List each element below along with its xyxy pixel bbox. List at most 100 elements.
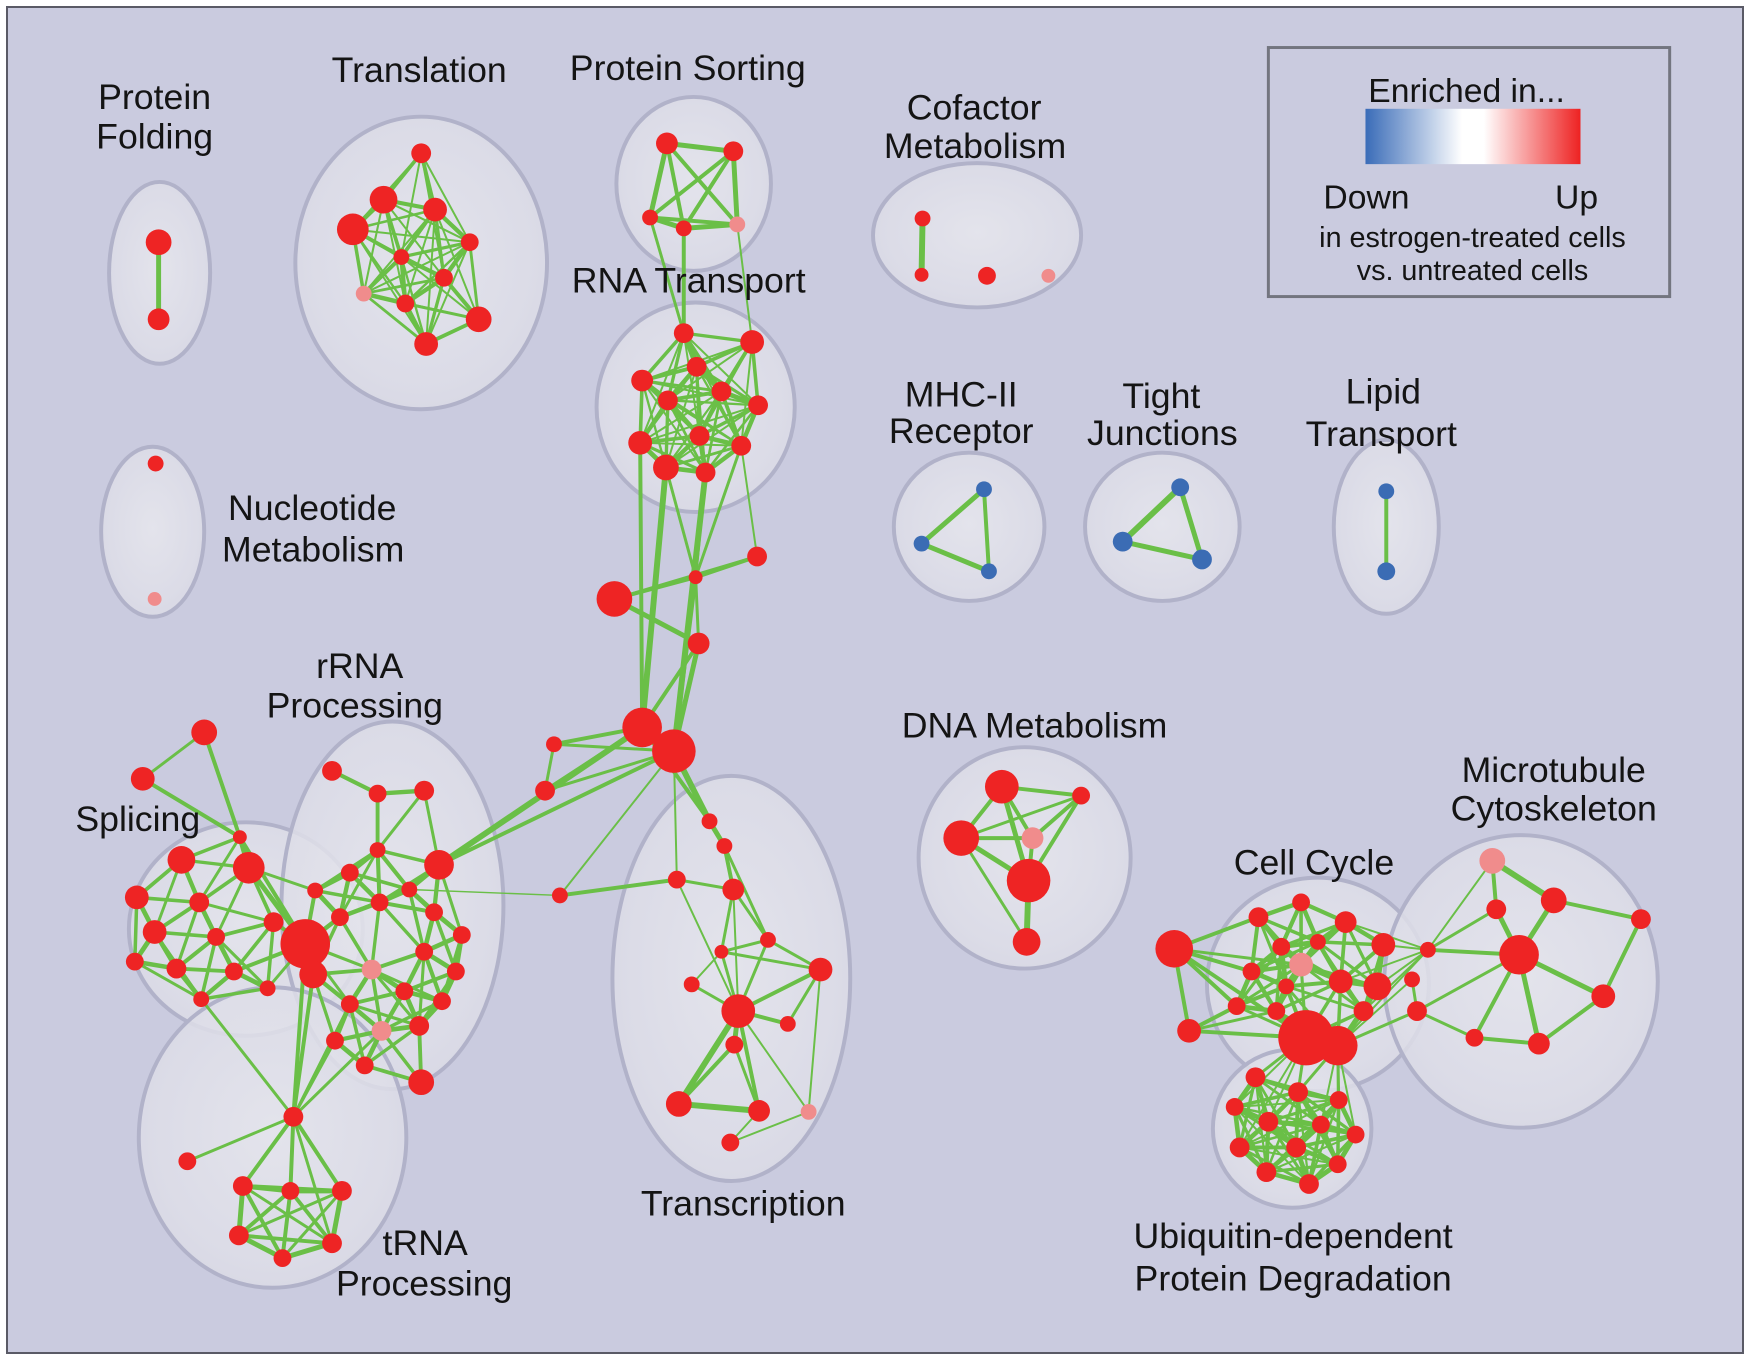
edge-rt8-h0 [638, 440, 645, 730]
edge-r10-r14 [369, 900, 382, 972]
edge-sp10-r23 [199, 997, 295, 1119]
edge-sp6-sp8 [232, 920, 276, 974]
node-u8 [1346, 1125, 1365, 1144]
node-tn0 [232, 1176, 253, 1196]
legend-box [1266, 46, 1672, 299]
node-t10 [414, 332, 439, 356]
edge-tn1-tn3 [236, 1188, 293, 1238]
node-s0 [191, 719, 218, 746]
edge-tn0-tn5 [240, 1184, 285, 1261]
mhc-ii-receptor-label-0: MHC-II [905, 374, 1018, 414]
edge-u2-u3 [1233, 1099, 1340, 1108]
edge-ps2-rt0 [648, 216, 686, 335]
node-j3 [687, 632, 710, 655]
edge-t4-t5 [399, 240, 472, 259]
node-tn2 [332, 1181, 352, 1201]
node-d4 [1006, 858, 1051, 903]
node-m6 [1465, 1028, 1484, 1047]
node-t9 [465, 306, 492, 333]
node-ps1 [723, 141, 744, 162]
mhc-ii-receptor-ellipse [891, 450, 1047, 603]
edge-ps3-ps4 [681, 221, 740, 231]
node-r10 [370, 893, 389, 912]
node-lb1 [1377, 562, 1396, 581]
edge-ps0-ps2 [647, 140, 670, 220]
edge-r19-r20 [379, 999, 444, 1033]
node-tr10 [721, 1133, 740, 1152]
node-cc2 [1334, 911, 1357, 933]
node-cc1 [1292, 893, 1310, 912]
edge-u3-u5 [1233, 1105, 1323, 1126]
node-b1 [913, 535, 930, 552]
edge-ps0-ps3 [664, 141, 686, 231]
edge-t3-t9 [434, 208, 480, 321]
dna-metabolism-label-0: DNA Metabolism [902, 705, 1168, 745]
node-mP [1479, 848, 1506, 874]
node-tr8 [748, 1100, 770, 1122]
edge-ch4-ch2 [557, 877, 679, 898]
node-r12 [425, 903, 443, 922]
node-rt3 [631, 369, 654, 392]
nucleotide-metabolism-ellipse [99, 444, 207, 619]
node-m0 [1540, 887, 1567, 914]
edge-ps4-rt1 [736, 223, 754, 344]
node-r4 [369, 842, 386, 858]
node-sp9 [125, 952, 144, 971]
edge-r23-r21 [291, 1039, 337, 1119]
node-m8 [1407, 1001, 1427, 1021]
node-tr0 [714, 944, 729, 959]
node-ccP [1289, 952, 1313, 977]
node-u6 [1229, 1137, 1250, 1158]
edge-t3-t10 [425, 208, 437, 345]
edge-rt9-rt10 [664, 444, 743, 469]
node-tn1 [281, 1182, 300, 1200]
node-r13 [452, 926, 471, 944]
node-cc6 [1242, 962, 1261, 981]
node-cc11 [1267, 1002, 1286, 1020]
node-r7 [280, 919, 331, 969]
edge-l1-h1 [543, 749, 676, 793]
node-c0 [914, 210, 931, 227]
node-d5 [1012, 928, 1041, 956]
node-ccH2 [1317, 1025, 1358, 1066]
node-rt6 [748, 395, 768, 416]
edge-rt5-rt11 [704, 390, 723, 474]
cofactor-metabolism-label-0: Cofactor [907, 88, 1042, 128]
edge-m0-m3 [1551, 898, 1643, 922]
edge-tn2-tn5 [280, 1189, 344, 1260]
edge-ccL-ccP [1172, 947, 1303, 967]
node-r14 [361, 959, 382, 980]
node-l0 [546, 736, 562, 753]
node-cc12 [1353, 1001, 1374, 1021]
node-cc3 [1272, 937, 1291, 956]
node-m5 [1527, 1032, 1550, 1055]
cell-cycle-label-0: Cell Cycle [1234, 843, 1394, 883]
node-tn5 [273, 1249, 292, 1268]
node-sp11 [259, 980, 276, 997]
node-c1 [914, 267, 929, 282]
node-ps4 [729, 216, 746, 233]
rrna-processing-label-1: Processing [267, 686, 443, 726]
edge-tn0-tn4 [241, 1184, 334, 1245]
node-ch2 [667, 870, 686, 889]
node-sp3 [189, 892, 210, 913]
node-h1 [652, 729, 696, 773]
node-rt9 [731, 435, 752, 456]
node-n1 [147, 592, 162, 606]
edge-rt11-j0 [694, 470, 708, 579]
node-t0 [411, 143, 432, 164]
edge-r23-tn2 [291, 1114, 344, 1193]
edge-cc4-cc6 [1249, 940, 1320, 974]
edge-cc2-cc3 [1279, 920, 1348, 949]
node-tnl [178, 1152, 197, 1171]
node-m4 [1591, 984, 1616, 1009]
node-tn3 [228, 1225, 249, 1246]
node-j0 [688, 570, 703, 585]
protein-folding-label-1: Folding [96, 116, 213, 156]
node-d1 [1072, 786, 1091, 805]
cofactor-metabolism-label-1: Metabolism [884, 126, 1066, 166]
node-cc9 [1363, 972, 1392, 1001]
edge-u8-u9 [1265, 1133, 1357, 1174]
